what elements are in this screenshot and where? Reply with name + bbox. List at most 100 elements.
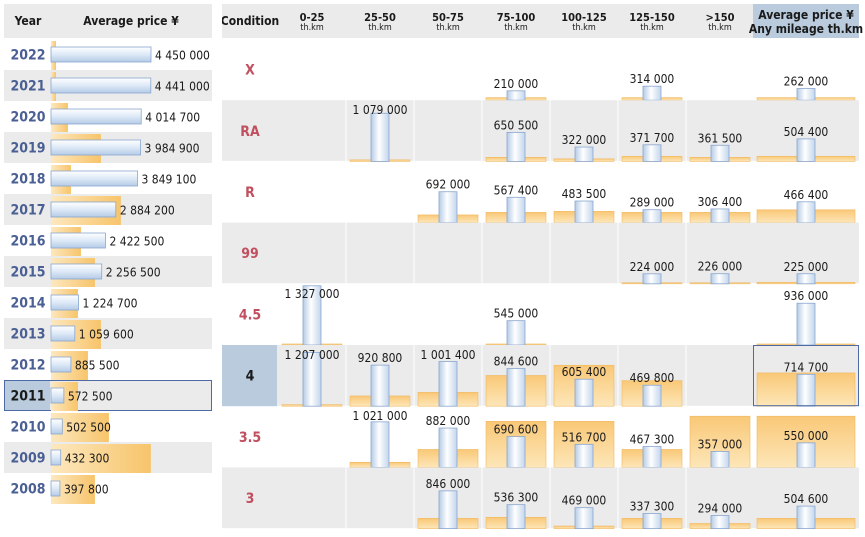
price-value: 467 300 — [630, 433, 675, 447]
condition-row[interactable]: 4 1 207 000 920 800 1 001 400 844 600 605 400… — [222, 345, 859, 407]
price-value: 469 800 — [630, 371, 675, 385]
condition-row[interactable]: R 692 000 567 400 483 500 289 000 306 400 466 … — [222, 161, 859, 224]
price-bar — [370, 364, 390, 407]
price-bar — [506, 436, 526, 468]
price-value: 504 400 — [784, 125, 829, 139]
price-bar — [574, 443, 594, 468]
price-bar — [50, 108, 142, 125]
condition-column-header: Condition — [222, 14, 279, 28]
price-bar — [438, 490, 458, 530]
price-value: 210 000 — [494, 77, 539, 91]
condition-row[interactable]: 3.5 1 021 000 882 000 690 600 516 700 467 300… — [222, 406, 859, 468]
year-row[interactable]: 2013 1 059 600 — [4, 318, 212, 349]
condition-label: 99 — [241, 246, 259, 262]
condition-row[interactable]: X 210 000 314 000 262 000 — [222, 39, 859, 101]
price-value: 314 000 — [630, 72, 675, 86]
price-value: 4 014 700 — [145, 111, 200, 125]
condition-label: 4.5 — [239, 307, 261, 323]
selected-average-outline — [753, 345, 859, 407]
average-column-header: Average price ¥ — [758, 8, 854, 22]
year-label: 2013 — [10, 327, 45, 343]
year-row[interactable]: 2018 3 849 100 — [10, 165, 197, 194]
price-value: 322 000 — [562, 133, 607, 147]
price-bar — [50, 232, 106, 249]
price-bar — [370, 112, 390, 162]
year-label: 2012 — [10, 358, 45, 374]
price-bar — [796, 302, 816, 346]
condition-row[interactable]: 99 224 000 226 000 225 000 — [222, 222, 859, 285]
price-bar — [50, 46, 152, 63]
mileage-column-header: 25-50 — [364, 11, 396, 24]
price-value: 289 000 — [630, 196, 675, 210]
price-value: 4 450 000 — [155, 49, 210, 63]
price-bar — [438, 361, 458, 407]
price-value: 337 300 — [630, 500, 675, 514]
price-bar — [796, 201, 816, 223]
price-bar — [574, 200, 594, 223]
average-column-subheader: Any mileage th.km — [749, 22, 863, 36]
condition-row[interactable]: 4.5 1 327 000 545 000 936 000 — [222, 283, 859, 346]
year-row[interactable]: 2017 2 884 200 — [4, 194, 212, 225]
mileage-column-header: 125-150 — [629, 11, 675, 24]
price-bar — [506, 320, 526, 346]
year-row[interactable]: 2015 2 256 500 — [4, 256, 212, 287]
year-row[interactable]: 2020 4 014 700 — [10, 103, 200, 132]
condition-row[interactable]: RA 1 079 000 650 500 322 000 371 700 361 500 5… — [222, 100, 859, 162]
row-background — [4, 318, 212, 349]
condition-row[interactable]: 3 846 000 536 300 469 000 337 300 294 000 504 … — [222, 467, 859, 530]
price-bar — [50, 263, 103, 280]
price-bar — [50, 356, 72, 373]
mileage-column-header: 75-100 — [497, 11, 536, 24]
price-value: 516 700 — [562, 430, 607, 444]
year-row[interactable]: 2012 885 500 — [10, 351, 120, 380]
condition-label: X — [245, 63, 255, 79]
year-row[interactable]: 2016 2 422 500 — [10, 227, 164, 256]
price-value: 692 000 — [426, 178, 471, 192]
volume-bar — [51, 444, 151, 473]
condition-label: 3.5 — [239, 430, 261, 446]
selected-row-outline — [4, 380, 212, 411]
mileage-column-header: 50-75 — [432, 11, 464, 24]
year-row[interactable]: 2022 4 450 000 — [10, 41, 210, 70]
price-value: 536 300 — [494, 491, 539, 505]
price-bar — [710, 144, 730, 162]
price-value: 4 441 000 — [155, 80, 210, 94]
price-value: 225 000 — [784, 260, 829, 274]
price-bar — [796, 442, 816, 468]
year-row[interactable]: 2019 3 984 900 — [4, 132, 212, 163]
price-bar — [370, 421, 390, 468]
price-column-header: Average price ¥ — [83, 14, 179, 28]
row-background — [4, 256, 212, 287]
year-label: 2022 — [10, 48, 45, 64]
price-value: 224 000 — [630, 260, 675, 274]
mileage-unit-label: th.km — [572, 23, 596, 33]
year-column-header: Year — [14, 14, 42, 28]
year-row[interactable]: 2014 1 224 700 — [10, 289, 138, 318]
price-value: 936 000 — [784, 289, 829, 303]
row-background — [222, 100, 859, 162]
price-value: 432 300 — [65, 452, 110, 466]
year-row[interactable]: 2010 502 500 — [10, 413, 111, 442]
price-value: 226 000 — [698, 260, 743, 274]
price-value: 371 700 — [630, 131, 675, 145]
matrix-header-bg — [222, 4, 859, 38]
year-row[interactable]: 2021 4 441 000 — [4, 70, 212, 101]
condition-label: 4 — [246, 369, 255, 385]
price-value: 3 849 100 — [141, 173, 196, 187]
year-row[interactable]: 2009 432 300 — [4, 442, 212, 473]
price-bar — [796, 88, 816, 101]
price-bar — [506, 368, 526, 407]
price-value: 397 800 — [64, 483, 109, 497]
year-row[interactable]: 2008 397 800 — [10, 475, 109, 504]
year-row[interactable]: 2011 572 500 — [4, 380, 212, 411]
price-value: 2 422 500 — [109, 235, 164, 249]
price-value: 262 000 — [784, 75, 829, 89]
year-label: 2015 — [10, 265, 45, 281]
price-value: 572 500 — [68, 390, 113, 404]
condition-label: RA — [240, 124, 260, 140]
price-value: 357 000 — [698, 437, 743, 451]
condition-mileage-matrix: Condition 0-25th.km25-50th.km50-75th.km7… — [222, 4, 863, 530]
mileage-unit-label: th.km — [436, 23, 460, 33]
price-value: 650 500 — [494, 118, 539, 132]
price-bar — [50, 387, 65, 404]
